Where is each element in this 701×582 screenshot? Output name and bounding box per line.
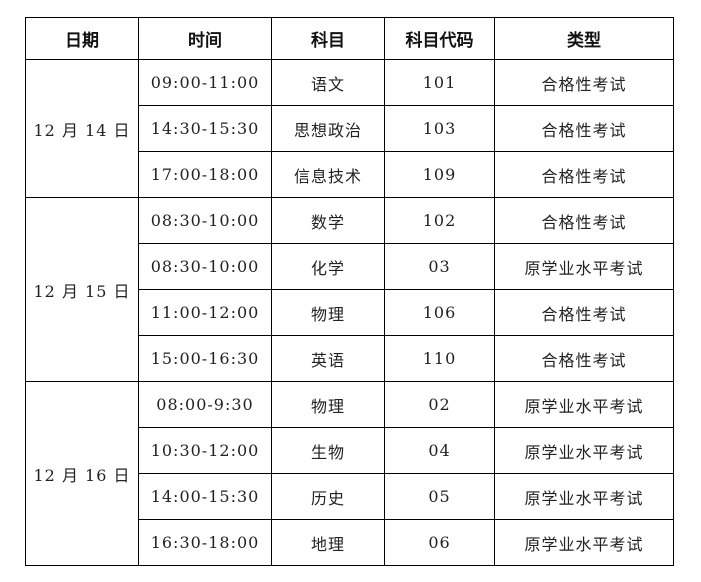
header-date: 日期 (25, 17, 139, 60)
subject-cell: 化学 (271, 243, 385, 290)
time-cell: 14:30-15:30 (138, 105, 272, 152)
subject-cell: 思想政治 (271, 105, 385, 152)
time-cell: 14:00-15:30 (138, 473, 272, 520)
code-cell: 101 (384, 59, 495, 106)
subject-cell: 地理 (271, 519, 385, 566)
time-cell: 08:00-9:30 (138, 381, 272, 428)
time-cell: 15:00-16:30 (138, 335, 272, 382)
type-cell: 合格性考试 (494, 289, 674, 336)
table-row: 15:00-16:30 英语 110 合格性考试 (26, 335, 674, 382)
table-row: 12 月 16 日 08:00-9:30 物理 02 原学业水平考试 (25, 381, 674, 566)
code-cell: 03 (384, 243, 495, 290)
code-cell: 109 (384, 151, 495, 198)
type-cell: 合格性考试 (494, 59, 674, 106)
code-cell: 103 (384, 105, 495, 152)
table-row: 11:00-12:00 物理 106 合格性考试 (26, 289, 674, 336)
time-cell: 08:30-10:00 (138, 243, 272, 290)
code-cell: 106 (384, 289, 495, 336)
header-row: 日期 时间 科目 科目代码 类型 (25, 17, 674, 60)
time-cell: 11:00-12:00 (138, 289, 272, 336)
time-cell: 08:30-10:00 (138, 197, 272, 244)
table-row: 12 月 15 日 08:30-10:00 数学 102 合格性考试 (25, 197, 674, 382)
type-cell: 原学业水平考试 (494, 243, 674, 290)
exam-schedule-table: 日期 时间 科目 科目代码 类型 12 月 14 日 09:00-11:00 语文 1… (25, 17, 674, 566)
type-cell: 合格性考试 (494, 197, 674, 244)
code-cell: 05 (384, 473, 495, 520)
table-row: 14:30-15:30 思想政治 103 合格性考试 (26, 105, 674, 152)
type-cell: 原学业水平考试 (494, 519, 674, 566)
header-type: 类型 (494, 17, 674, 60)
type-cell: 原学业水平考试 (494, 381, 674, 428)
time-cell: 17:00-18:00 (138, 151, 272, 198)
date-cell: 12 月 16 日 (25, 381, 139, 566)
date-cell: 12 月 15 日 (25, 197, 139, 382)
type-cell: 合格性考试 (494, 335, 674, 382)
date-cell: 12 月 14 日 (25, 59, 139, 198)
time-cell: 10:30-12:00 (138, 427, 272, 474)
table-row: 17:00-18:00 信息技术 109 合格性考试 (26, 151, 674, 198)
code-cell: 02 (384, 381, 495, 428)
type-cell: 合格性考试 (494, 151, 674, 198)
subject-cell: 历史 (271, 473, 385, 520)
table-row: 16:30-18:00 地理 06 原学业水平考试 (26, 519, 674, 566)
table-row: 08:30-10:00 化学 03 原学业水平考试 (26, 243, 674, 290)
header-time: 时间 (138, 17, 272, 60)
subject-cell: 信息技术 (271, 151, 385, 198)
code-cell: 06 (384, 519, 495, 566)
table-row: 10:30-12:00 生物 04 原学业水平考试 (26, 427, 674, 474)
header-subject: 科目 (271, 17, 385, 60)
subject-cell: 数学 (271, 197, 385, 244)
type-cell: 原学业水平考试 (494, 473, 674, 520)
subject-cell: 物理 (271, 289, 385, 336)
time-cell: 09:00-11:00 (138, 59, 272, 106)
subject-cell: 生物 (271, 427, 385, 474)
table-row: 14:00-15:30 历史 05 原学业水平考试 (26, 473, 674, 520)
table-row: 12 月 14 日 09:00-11:00 语文 101 合格性考试 (25, 59, 674, 198)
subject-cell: 英语 (271, 335, 385, 382)
code-cell: 110 (384, 335, 495, 382)
type-cell: 原学业水平考试 (494, 427, 674, 474)
header-code: 科目代码 (384, 17, 495, 60)
code-cell: 04 (384, 427, 495, 474)
type-cell: 合格性考试 (494, 105, 674, 152)
code-cell: 102 (384, 197, 495, 244)
subject-cell: 语文 (271, 59, 385, 106)
subject-cell: 物理 (271, 381, 385, 428)
time-cell: 16:30-18:00 (138, 519, 272, 566)
